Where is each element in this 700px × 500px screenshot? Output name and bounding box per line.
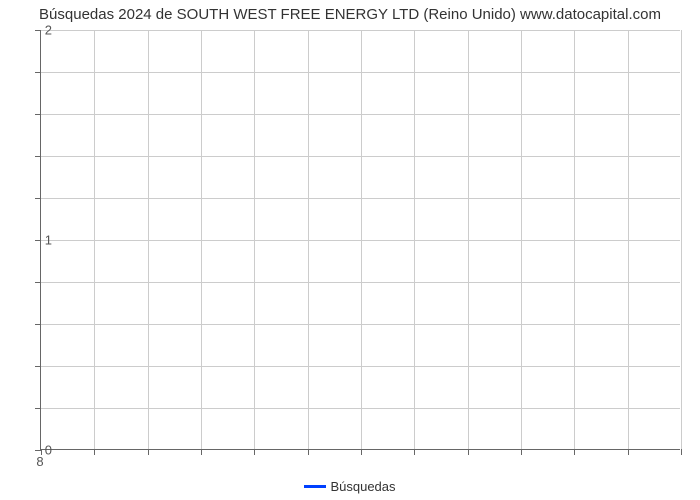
- x-tick-mark: [468, 449, 469, 455]
- y-tick-mark: [35, 408, 41, 409]
- legend-label: Búsquedas: [330, 479, 395, 494]
- gridline-horizontal: [41, 156, 680, 157]
- y-tick-mark: [35, 450, 41, 451]
- x-tick-mark: [201, 449, 202, 455]
- y-tick-mark: [35, 240, 41, 241]
- gridline-horizontal: [41, 282, 680, 283]
- legend-swatch: [304, 485, 326, 488]
- y-axis-label: 0: [45, 443, 52, 458]
- y-tick-mark: [35, 282, 41, 283]
- gridline-horizontal: [41, 198, 680, 199]
- x-tick-mark: [94, 449, 95, 455]
- y-tick-mark: [35, 114, 41, 115]
- gridline-horizontal: [41, 324, 680, 325]
- chart-title: Búsquedas 2024 de SOUTH WEST FREE ENERGY…: [0, 0, 700, 26]
- x-tick-mark: [521, 449, 522, 455]
- x-tick-mark: [628, 449, 629, 455]
- gridline-horizontal: [41, 114, 680, 115]
- chart-container: Búsquedas 2024 de SOUTH WEST FREE ENERGY…: [0, 0, 700, 500]
- y-tick-mark: [35, 198, 41, 199]
- gridline-vertical: [681, 30, 682, 449]
- gridline-horizontal: [41, 30, 680, 31]
- y-tick-mark: [35, 72, 41, 73]
- y-axis-label: 2: [45, 23, 52, 38]
- gridline-horizontal: [41, 72, 680, 73]
- plot-wrap: [40, 30, 680, 450]
- y-tick-mark: [35, 324, 41, 325]
- x-tick-mark: [414, 449, 415, 455]
- x-tick-mark: [308, 449, 309, 455]
- y-axis-label: 1: [45, 233, 52, 248]
- gridline-horizontal: [41, 408, 680, 409]
- x-tick-mark: [681, 449, 682, 455]
- x-tick-mark: [574, 449, 575, 455]
- x-tick-mark: [148, 449, 149, 455]
- x-tick-mark: [361, 449, 362, 455]
- y-tick-mark: [35, 366, 41, 367]
- gridline-horizontal: [41, 240, 680, 241]
- y-tick-mark: [35, 156, 41, 157]
- gridline-horizontal: [41, 366, 680, 367]
- x-tick-mark: [254, 449, 255, 455]
- y-tick-mark: [35, 30, 41, 31]
- x-axis-label: 8: [36, 454, 43, 469]
- plot-area: [40, 30, 680, 450]
- legend: Búsquedas: [0, 478, 700, 494]
